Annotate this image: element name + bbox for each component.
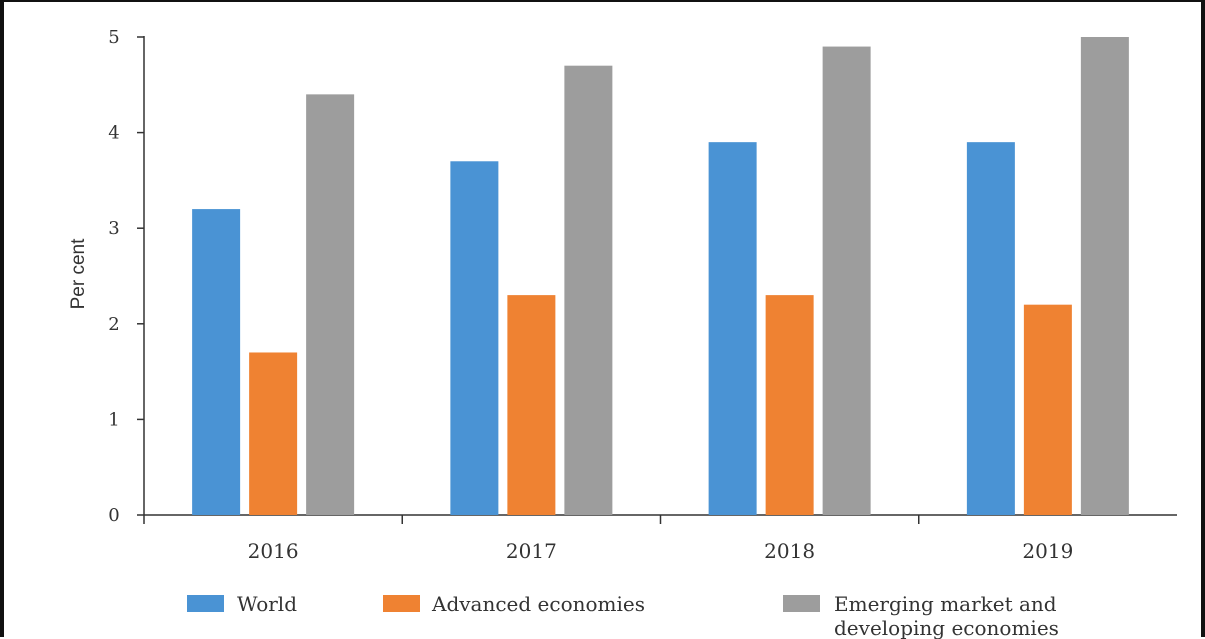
bar-emerging-market-and-developing-economies-2018 (822, 46, 871, 516)
bar-advanced-economies-2019 (1023, 304, 1072, 515)
bar-emerging-market-and-developing-economies-2019 (1080, 37, 1129, 515)
legend-label-world: World (237, 592, 297, 616)
bar-advanced-economies-2016 (249, 352, 298, 515)
x-tick-label: 2018 (764, 539, 815, 563)
legend-swatch-world (187, 595, 224, 612)
legend-swatch-advanced (383, 595, 420, 612)
y-axis-label: Per cent (68, 238, 89, 309)
y-tick-label: 4 (108, 123, 119, 144)
bars (192, 37, 1129, 516)
legend-label-emerging-line1: Emerging market and (834, 592, 1057, 616)
bar-advanced-economies-2018 (765, 295, 814, 515)
bar-world-2016 (192, 209, 241, 515)
y-tick-label: 0 (108, 505, 119, 526)
x-tick-label: 2017 (506, 539, 557, 563)
y-tick-label: 5 (108, 27, 119, 48)
bar-world-2017 (450, 161, 499, 515)
y-tick-label: 1 (108, 409, 119, 430)
bar-emerging-market-and-developing-economies-2016 (306, 94, 355, 516)
bar-chart: 0 1 2 3 4 5 2016 2017 2018 2019 Per cent World Ad… (68, 27, 1177, 639)
bar-advanced-economies-2017 (507, 295, 556, 515)
x-tick-label: 2016 (248, 539, 299, 563)
legend: World Advanced economies Emerging market… (187, 592, 1059, 639)
axis-labels: 0 1 2 3 4 5 2016 2017 2018 2019 (108, 27, 1073, 563)
bar-world-2019 (966, 142, 1015, 515)
legend-swatch-emerging (783, 595, 820, 612)
y-tick-label: 3 (108, 218, 119, 239)
legend-label-advanced: Advanced economies (431, 592, 645, 616)
y-tick-label: 2 (108, 314, 119, 335)
x-tick-label: 2019 (1022, 539, 1073, 563)
legend-label-emerging-line2: developing economies (834, 616, 1059, 639)
bar-emerging-market-and-developing-economies-2017 (564, 65, 613, 516)
bar-world-2018 (708, 142, 757, 515)
